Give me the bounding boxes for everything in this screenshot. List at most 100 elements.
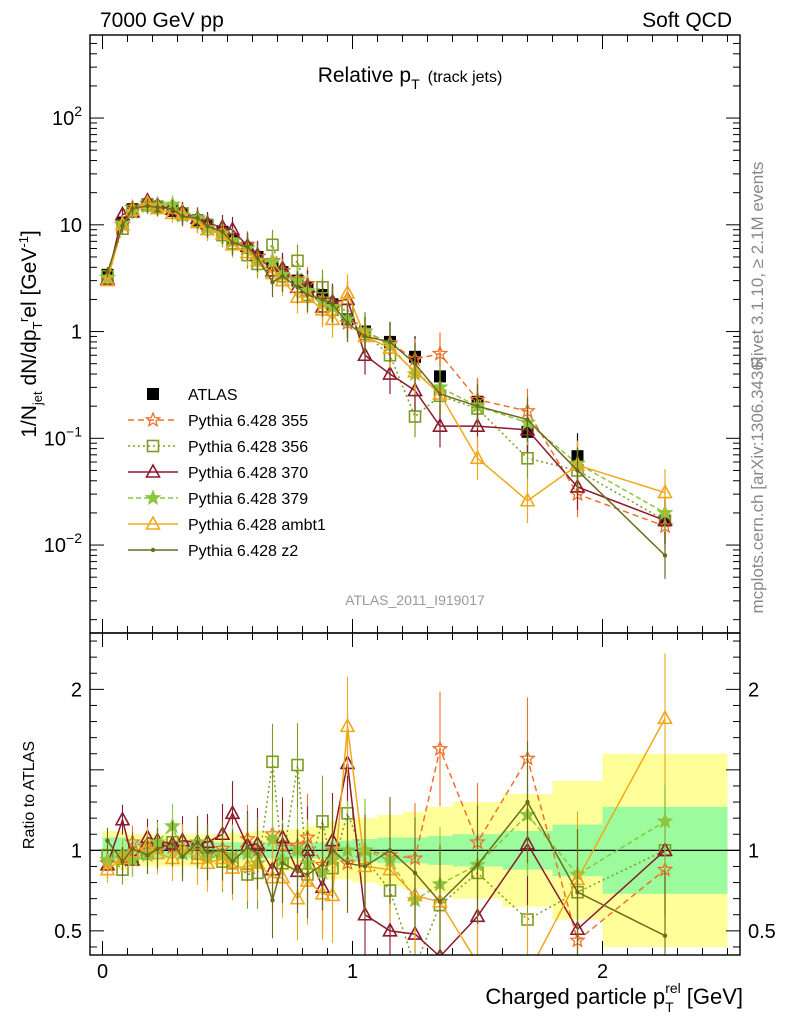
ratio-point — [521, 967, 534, 979]
legend-item-pythia-6-428-ambt1: Pythia 6.428 ambt1 — [128, 515, 326, 534]
ratio-point — [280, 861, 285, 866]
x-tick-label: 1 — [347, 961, 358, 983]
chart-title-main: Relative p — [318, 64, 411, 87]
x-tick-label: 2 — [597, 961, 608, 983]
data-point — [324, 310, 341, 326]
ratio-point — [114, 811, 131, 826]
legend-label: Pythia 6.428 370 — [188, 465, 308, 482]
ratio-y-tick-label: 1 — [71, 840, 82, 862]
chart-title-suffix: (track jets) — [428, 69, 503, 86]
ratio-point — [387, 848, 393, 853]
x-tick-label: 0 — [97, 961, 108, 983]
data-point — [280, 274, 285, 279]
legend-marker — [150, 547, 156, 553]
legend-item-pythia-6-428-z2: Pythia 6.428 z2 — [128, 543, 298, 560]
ratio-series-group — [99, 653, 674, 979]
ratio-point — [575, 890, 580, 895]
legend-marker — [146, 439, 160, 453]
ratio-point — [339, 717, 356, 733]
ratio-y-tick-label: 2 — [71, 679, 82, 701]
legend-label: ATLAS — [188, 387, 238, 404]
x-axis-label-pre: Charged particle p — [485, 984, 665, 1009]
ratio-y-tick-label-right: 1 — [748, 840, 759, 862]
y-tick-label: 1 — [71, 322, 82, 344]
ratio-point — [99, 860, 116, 876]
legend-label: Pythia 6.428 355 — [188, 413, 308, 430]
series-pythia-6-428-379 — [99, 195, 674, 537]
ratio-line-pythia-6-428-370 — [106, 763, 666, 955]
legend-marker — [144, 489, 162, 506]
series-pythia-6-428-ambt1 — [99, 194, 673, 524]
data-point — [412, 361, 418, 366]
data-point — [662, 553, 668, 558]
data-point — [432, 417, 448, 432]
data-point — [270, 279, 275, 285]
ratio-series-pythia-6-428-z2 — [105, 740, 668, 955]
series-pythia-6-428-z2 — [105, 198, 668, 579]
legend-label: Pythia 6.428 z2 — [188, 543, 298, 560]
ratio-point — [155, 846, 160, 851]
series-line-pythia-6-428-379 — [106, 203, 666, 514]
data-point — [521, 451, 534, 465]
data-point — [220, 229, 225, 235]
ratio-line-pythia-6-428-ambt1 — [107, 717, 666, 955]
header-right-label: Soft QCD — [642, 9, 732, 32]
legend-item-pythia-6-428-356: Pythia 6.428 356 — [128, 439, 308, 456]
ratio-point — [220, 848, 225, 853]
data-point — [130, 206, 135, 211]
ratio-line-pythia-6-428-379 — [107, 813, 666, 902]
ratio-point — [431, 740, 449, 757]
ratio-point — [291, 758, 304, 772]
data-point — [180, 214, 185, 219]
main-panel: 10−2 10−1 1 10 102 — [44, 34, 740, 633]
ratio-point — [105, 838, 110, 843]
ratio-point — [656, 812, 674, 829]
chart-title: Relative pT (track jets) — [318, 64, 503, 92]
ratio-point — [324, 886, 341, 902]
data-point — [120, 223, 125, 228]
mcplots-label: mcplots.cern.ch [arXiv:1306.3436] — [748, 356, 767, 613]
ratio-point — [245, 844, 250, 850]
ratio-point — [412, 870, 418, 876]
data-point — [469, 417, 486, 432]
ratio-point — [224, 804, 241, 820]
data-point — [362, 334, 368, 339]
main-series-group — [99, 192, 674, 579]
data-point — [305, 292, 310, 298]
data-point — [575, 468, 580, 473]
ratio-point — [195, 840, 200, 845]
x-axis-label-post: [GeV] — [687, 984, 743, 1009]
data-point — [387, 339, 393, 345]
data-point — [245, 244, 250, 250]
ratio-point — [255, 851, 260, 856]
data-point — [255, 255, 260, 261]
ratio-point — [475, 862, 480, 868]
data-point — [330, 302, 335, 307]
x-axis-label: Charged particle pTrel [GeV] — [485, 980, 743, 1015]
ratio-line-pythia-6-428-z2 — [106, 800, 666, 937]
ratio-point — [120, 859, 125, 864]
ratio-point — [180, 854, 185, 859]
data-point — [195, 215, 200, 221]
rivet-version-label: Rivet 3.1.10, ≥ 2.1M events — [748, 162, 767, 369]
data-point — [475, 403, 480, 409]
ratio-plot-frame — [89, 632, 741, 956]
ratio-point — [477, 954, 478, 955]
ratio-point — [305, 872, 310, 877]
data-point — [437, 391, 443, 397]
ratio-point — [266, 755, 279, 769]
data-point — [519, 492, 536, 507]
x-axis-label-sub: T — [665, 999, 674, 1015]
data-point — [525, 417, 530, 422]
data-point — [170, 207, 175, 212]
data-point — [657, 483, 673, 499]
legend-marker — [144, 411, 162, 428]
data-point — [320, 297, 325, 302]
y-tick-label: 10−1 — [44, 423, 82, 450]
ratio-y-tick-label-right: 0.5 — [748, 921, 776, 943]
legend-marker — [147, 388, 159, 400]
ratio-point — [320, 862, 325, 868]
ratio-point — [270, 898, 275, 903]
ratio-point — [525, 799, 530, 805]
